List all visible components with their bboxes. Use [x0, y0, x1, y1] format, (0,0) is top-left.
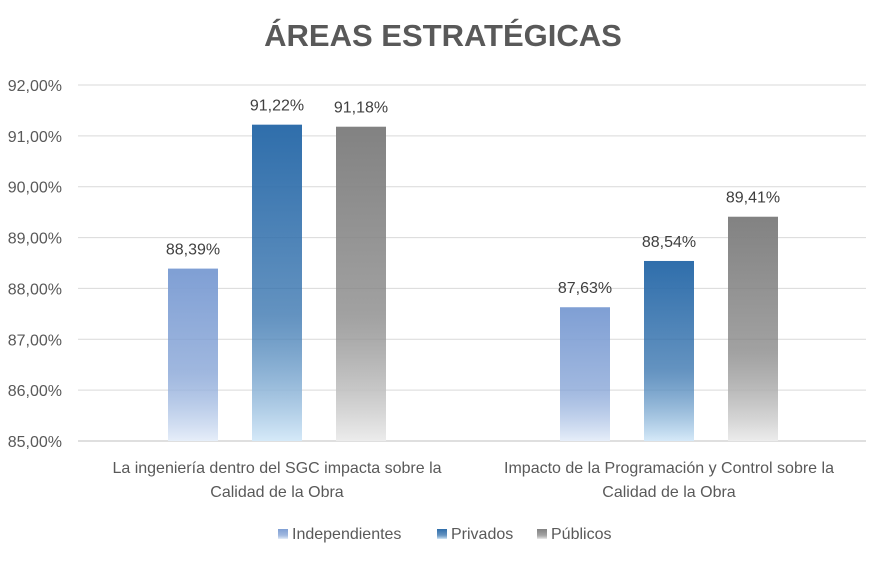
legend-swatch [278, 529, 288, 539]
data-label: 87,63% [558, 280, 612, 297]
bars [168, 124, 778, 442]
legend-swatch [537, 529, 547, 539]
y-tick-label: 89,00% [8, 231, 62, 248]
legend-label: Independientes [292, 526, 401, 543]
x-axis-categories: La ingeniería dentro del SGC impacta sob… [112, 460, 834, 501]
bar-independientes [168, 268, 218, 441]
chart-title: ÁREAS ESTRATÉGICAS [264, 18, 622, 53]
y-tick-label: 88,00% [8, 281, 62, 298]
data-label: 89,41% [726, 190, 780, 207]
data-label: 88,54% [642, 234, 696, 251]
x-category-label: La ingeniería dentro del SGC impacta sob… [112, 460, 441, 477]
bar-públicos [728, 216, 778, 441]
y-tick-label: 90,00% [8, 180, 62, 197]
legend: Independientes Privados Públicos [278, 526, 611, 543]
bar-independientes [560, 307, 610, 441]
y-axis-ticks: 85,00% 86,00% 87,00% 88,00% 89,00% 90,00% 91,0… [8, 78, 62, 451]
y-tick-label: 85,00% [8, 434, 62, 451]
data-labels: 88,39% 91,22% 91,18% 87,63% 88,54% 89,41% [166, 98, 780, 298]
bar-privados [252, 124, 302, 441]
legend-label: Privados [451, 526, 513, 543]
y-tick-label: 91,00% [8, 129, 62, 146]
legend-swatch [437, 529, 447, 539]
bar-privados [644, 260, 694, 441]
bar-públicos [336, 126, 386, 442]
y-tick-label: 87,00% [8, 332, 62, 349]
x-category-label: Calidad de la Obra [602, 484, 736, 501]
legend-label: Públicos [551, 526, 611, 543]
data-label: 88,39% [166, 242, 220, 259]
x-category-label: Impacto de la Programación y Control sob… [504, 460, 834, 477]
y-tick-label: 92,00% [8, 78, 62, 95]
data-label: 91,18% [334, 100, 388, 117]
x-category-label: Calidad de la Obra [210, 484, 344, 501]
y-tick-label: 86,00% [8, 383, 62, 400]
data-label: 91,22% [250, 98, 304, 115]
